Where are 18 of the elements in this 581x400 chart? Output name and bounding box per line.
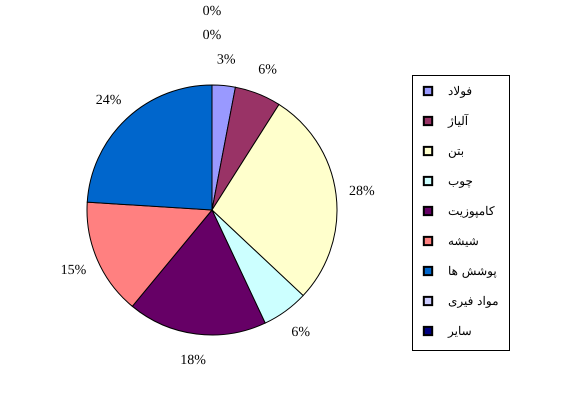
data-label: 6% [291,325,310,340]
legend-label: آلیاژ [447,113,469,128]
data-label: 3% [216,52,236,68]
data-label: 6% [258,62,278,78]
legend-label: کامپوزیت [448,204,495,218]
text: 0% [202,4,222,19]
data-label: 15% [60,262,87,278]
legend-label: مواد فیری [448,294,498,308]
legend-label: چوب [448,174,473,188]
text: 0% [202,28,222,43]
legend-label: پوشش ها [448,264,497,278]
legend-label: فولاد [448,84,472,98]
legend-label: بتن [448,144,464,158]
legend-label: شیشه [448,234,479,248]
data-label: 28% [348,184,375,200]
legend-label: سایر [447,324,472,338]
data-label: 18% [180,352,206,368]
data-label: 24% [96,92,122,108]
